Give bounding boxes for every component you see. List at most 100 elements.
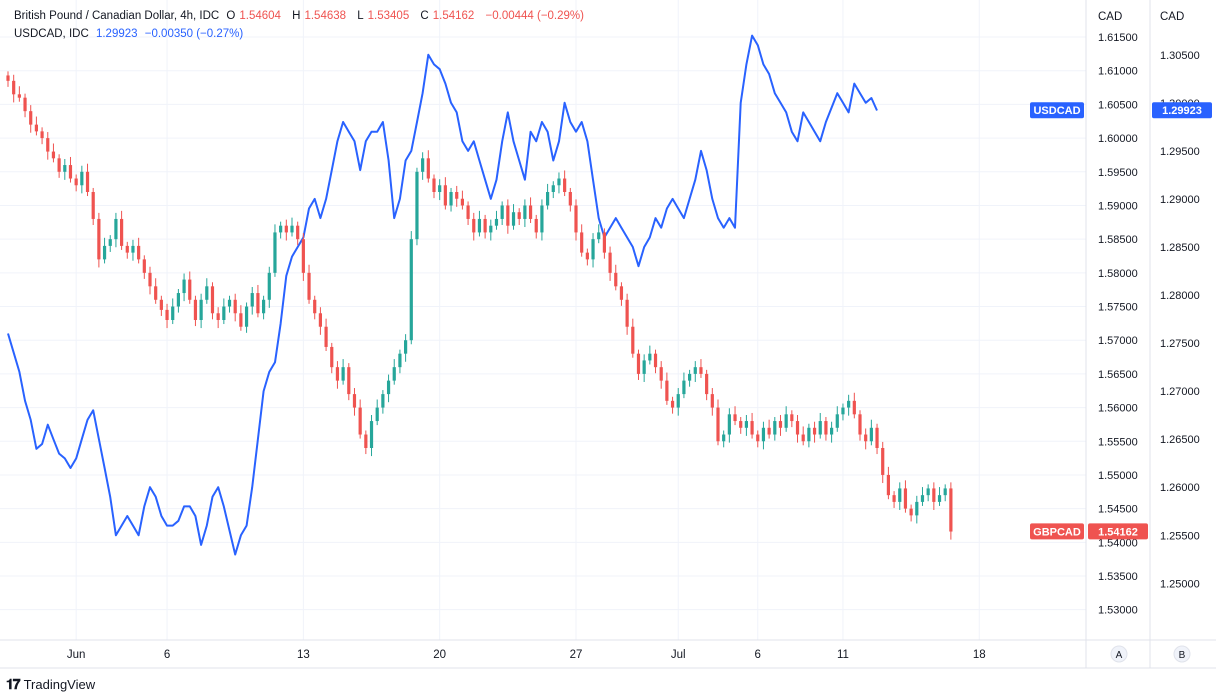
- candle: [597, 224, 601, 244]
- candle-body: [193, 299, 198, 320]
- candle: [676, 388, 680, 416]
- candle-body: [682, 380, 686, 395]
- candle: [341, 359, 345, 385]
- candle: [892, 491, 896, 508]
- candle-body: [438, 185, 442, 192]
- candle: [608, 246, 612, 281]
- candle-body: [767, 427, 771, 435]
- right-axis-tick-label: 1.29500: [1160, 146, 1200, 158]
- candle: [290, 217, 294, 237]
- candle: [233, 293, 237, 322]
- right-axis-tick-label: 1.29000: [1160, 194, 1200, 206]
- candle: [898, 482, 902, 510]
- candle: [540, 199, 544, 241]
- candle-body: [801, 434, 805, 442]
- candle: [835, 406, 839, 432]
- candle: [648, 345, 652, 365]
- candle-body: [557, 178, 561, 186]
- candle: [443, 177, 447, 210]
- legend-main-symbol: British Pound / Canadian Dollar, 4h, IDC: [14, 10, 220, 22]
- candle: [881, 441, 885, 484]
- candle-body: [642, 360, 646, 374]
- candle-body: [210, 286, 215, 314]
- candle: [205, 278, 209, 304]
- candle: [40, 127, 44, 145]
- scale-a-label: A: [1116, 650, 1123, 661]
- x-axis-tick-label: 6: [755, 649, 761, 661]
- candle: [114, 212, 118, 248]
- candle: [710, 388, 714, 416]
- candle-body: [341, 367, 345, 381]
- candle-body: [591, 239, 595, 260]
- candle: [188, 271, 192, 304]
- legend-high-label: H: [292, 10, 301, 22]
- candle-body: [6, 75, 10, 81]
- candle-body: [920, 495, 925, 502]
- candle-body: [63, 165, 67, 172]
- candle-body: [91, 192, 95, 219]
- left-axis-tick-label: 1.54000: [1098, 537, 1138, 549]
- candle-body: [171, 306, 175, 320]
- candle: [557, 172, 561, 194]
- candle-body: [477, 218, 482, 233]
- candle-body: [494, 218, 499, 226]
- candle: [17, 86, 21, 102]
- candle-body: [250, 293, 254, 307]
- candle: [369, 414, 374, 457]
- x-axis-tick-label: 18: [973, 649, 986, 661]
- candle-body: [824, 421, 828, 435]
- candle: [131, 239, 135, 261]
- candle: [23, 93, 27, 118]
- candle: [330, 342, 334, 374]
- candle: [716, 399, 720, 446]
- candle-body: [381, 394, 385, 408]
- candle: [790, 410, 794, 428]
- candle: [165, 303, 169, 329]
- candle-body: [205, 286, 209, 300]
- candle: [750, 412, 754, 439]
- candle: [915, 495, 919, 524]
- brand-name: TradingView: [23, 677, 96, 692]
- left-axis-tick-label: 1.60500: [1098, 99, 1138, 111]
- candle-body: [676, 394, 680, 408]
- candle-body: [841, 407, 845, 415]
- candle: [455, 185, 459, 207]
- candle-body: [489, 225, 493, 233]
- candle-body: [85, 171, 90, 192]
- candle: [653, 349, 658, 374]
- scale-b-button[interactable]: [1173, 645, 1191, 663]
- candle: [483, 214, 487, 239]
- candle: [318, 307, 322, 335]
- scale-a-button[interactable]: [1110, 645, 1128, 663]
- candle: [580, 224, 584, 257]
- brand-footer[interactable]: 𝟏𝟕 TradingView: [6, 676, 95, 693]
- candle: [477, 210, 482, 237]
- legend-compare-value: 1.29923: [95, 28, 138, 40]
- candle-body: [426, 158, 430, 179]
- candle: [108, 235, 112, 252]
- left-axis-title: CAD: [1098, 11, 1122, 23]
- candle: [631, 318, 635, 358]
- right-axis-tick-label: 1.28000: [1160, 290, 1200, 302]
- candle-body: [943, 488, 947, 496]
- candle-body: [74, 178, 78, 186]
- usdcad-price-badge-bg: [1152, 102, 1212, 119]
- candle-body: [864, 434, 868, 442]
- candle: [358, 399, 362, 439]
- candle: [352, 388, 357, 416]
- candle: [614, 264, 618, 291]
- candle-body: [296, 225, 300, 240]
- candle: [864, 428, 868, 450]
- candle-body: [148, 272, 152, 287]
- candle-body: [307, 272, 311, 300]
- right-axis-tick-label: 1.25500: [1160, 530, 1200, 542]
- candle: [63, 158, 67, 180]
- candle-body: [790, 414, 794, 422]
- left-axis-tick-label: 1.57500: [1098, 302, 1138, 314]
- x-axis-tick-label: Jun: [67, 649, 86, 661]
- candle-body: [131, 245, 135, 253]
- candle: [91, 187, 95, 226]
- candle-body: [57, 158, 61, 172]
